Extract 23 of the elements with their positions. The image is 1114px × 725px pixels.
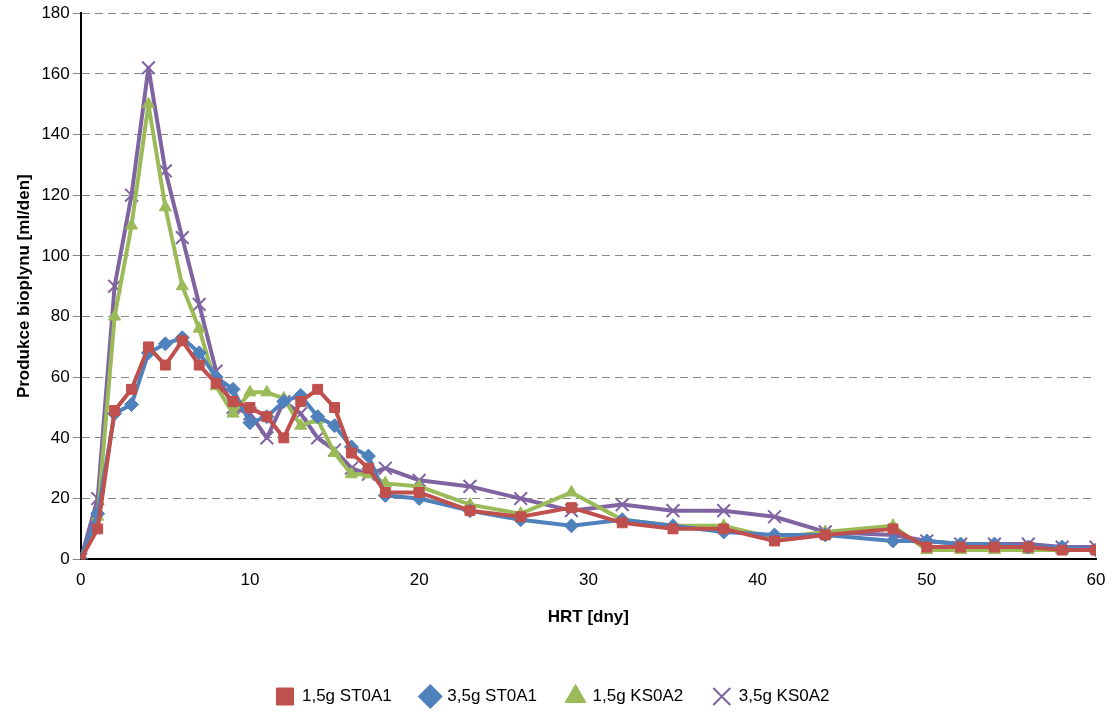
legend-label: 3,5g ST0A1 [447,686,538,706]
y-axis-title: Produkce bioplynu [ml/den] [13,174,33,399]
x-tick-label: 50 [917,570,937,590]
x-tick-label: 60 [1086,570,1106,590]
y-tick-label: 40 [50,427,70,447]
y-tick-label: 100 [41,245,70,265]
x-tick-label: 40 [748,570,768,590]
x-tick-label: 30 [578,570,598,590]
legend-label: 3,5g KS0A2 [738,686,830,706]
legend-label: 1,5g KS0A2 [592,686,684,706]
y-tick-label: 180 [41,2,70,22]
y-tick-label: 140 [41,124,70,144]
x-tick-label: 20 [409,570,429,590]
y-tick-label: 0 [60,548,70,568]
legend-label: 1,5g ST0A1 [301,686,392,706]
y-tick-label: 20 [50,488,70,508]
y-tick-label: 60 [50,366,70,386]
x-tick-label: 10 [240,570,260,590]
y-tick-label: 80 [50,306,70,326]
y-tick-label: 120 [41,184,70,204]
y-tick-label: 160 [41,63,70,83]
x-axis-title: HRT [dny] [547,607,629,627]
x-tick-label: 0 [76,570,86,590]
